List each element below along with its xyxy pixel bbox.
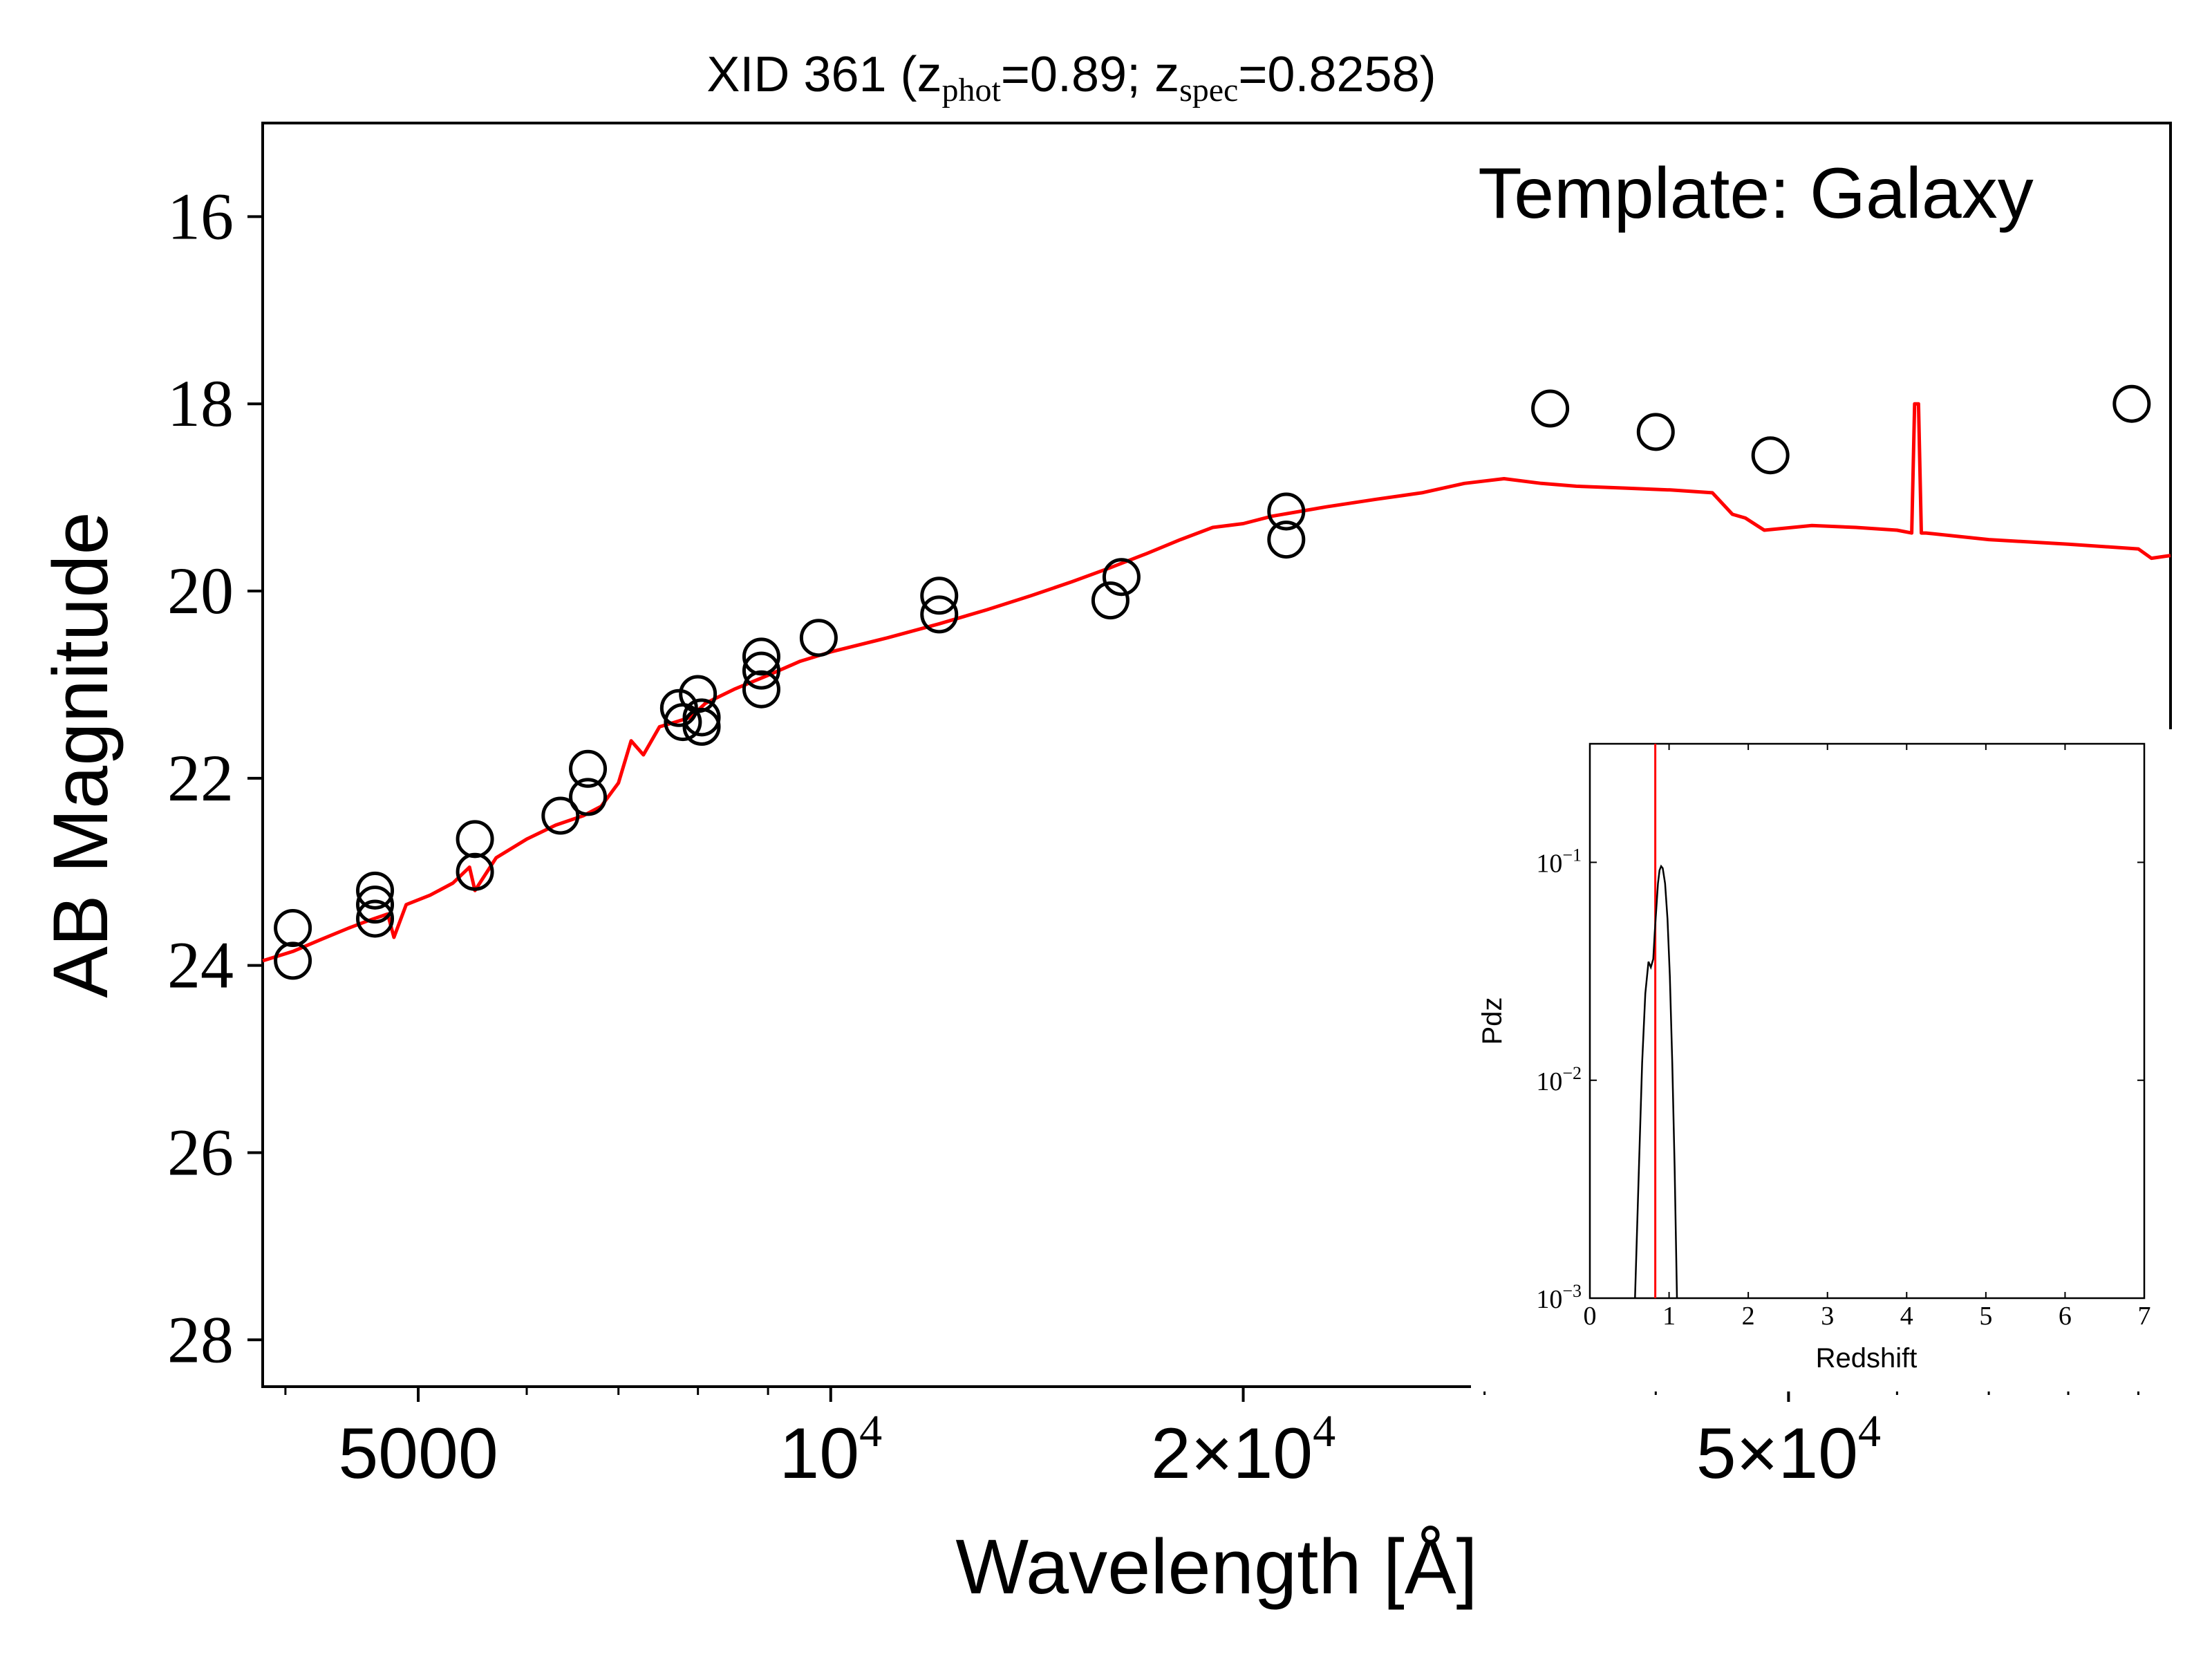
inset-y-tick-label: 10−1: [1536, 845, 1582, 879]
x-tick-label: 104: [779, 1406, 882, 1494]
photometry-point: [456, 820, 494, 859]
inset-x-tick-label: 2: [1742, 1302, 1755, 1331]
photometry-point: [682, 707, 721, 746]
photometry-point: [1091, 581, 1130, 620]
inset-x-tick-label: 1: [1662, 1302, 1676, 1331]
inset-y-axis-label: Pdz: [1477, 997, 1508, 1045]
photometry-point: [569, 749, 608, 788]
photometry-point: [456, 852, 494, 891]
photometry-point: [1267, 492, 1306, 531]
x-tick-label: 2×104: [1151, 1406, 1335, 1494]
photometry-point: [1267, 521, 1306, 559]
photometry-point: [356, 871, 395, 910]
y-tick-label: 24: [167, 928, 234, 1002]
photometry-point: [920, 595, 959, 634]
photometry-point: [1102, 558, 1141, 597]
inset-x-tick-label: 4: [1900, 1302, 1913, 1331]
inset-y-tick-label: 10−3: [1536, 1281, 1582, 1314]
inset-x-axis-label: Redshift: [1816, 1343, 1918, 1374]
title-sub-spec: spec: [1179, 72, 1238, 109]
photometry-point: [799, 619, 838, 657]
title-mid: =0.89; z: [1001, 47, 1179, 102]
title-prefix: XID 361 (z: [706, 47, 941, 102]
main-series: [262, 384, 2171, 980]
title-suffix: =0.8258): [1238, 47, 1436, 102]
inset-x-tick-label: 0: [1584, 1302, 1597, 1331]
inset-x-tick-label: 5: [1979, 1302, 1992, 1331]
y-tick-label: 26: [167, 1115, 234, 1189]
photometry-point: [356, 899, 395, 938]
inset-series: [1634, 744, 1678, 1299]
photometry-point: [1531, 389, 1570, 428]
photometry-point: [274, 909, 312, 948]
inset-x-tick-label: 3: [1821, 1302, 1834, 1331]
photometry-point: [742, 670, 780, 709]
photometry-point: [356, 885, 395, 924]
inset-frame: [1588, 742, 2146, 1300]
y-tick-label: 28: [167, 1302, 234, 1376]
inset-ticks: 0 1 2 3 4 5 6 7 10−1 10−2 10−3: [1536, 744, 2151, 1331]
photometry-point: [569, 778, 608, 816]
y-tick-label: 22: [167, 741, 234, 815]
inset-x-tick-label: 7: [2138, 1302, 2151, 1331]
photometry-point: [1751, 436, 1790, 475]
template-spectrum-line: [262, 402, 2171, 963]
photometry-point: [920, 577, 959, 615]
photometry-point: [541, 796, 580, 835]
y-tick-label: 16: [167, 179, 234, 253]
photometry-point: [682, 698, 721, 737]
x-axis-label: Wavelength [Å]: [955, 1524, 1477, 1610]
y-tick-label: 18: [167, 366, 234, 440]
template-annotation: Template: Galaxy: [1478, 153, 2033, 234]
photometry-point: [659, 688, 698, 727]
title-sub-phot: phot: [942, 72, 1002, 109]
inset-background: [1471, 729, 2190, 1391]
inset-x-tick-label: 6: [2059, 1302, 2072, 1331]
photometry-point: [742, 651, 780, 690]
inset-pdz-curve: [1634, 864, 1678, 1299]
y-tick-label: 20: [167, 554, 234, 628]
photometry-point: [274, 941, 312, 980]
x-tick-label: 5000: [338, 1414, 498, 1494]
inset-pdz-plot: 0 1 2 3 4 5 6 7 10−1 10−2 10−3 Pdz Redshift: [1471, 729, 2190, 1391]
inset-y-tick-label: 10−2: [1536, 1063, 1582, 1096]
photometry-point: [742, 637, 780, 676]
photometry-point: [1636, 413, 1675, 451]
photometry-point: [2112, 384, 2151, 423]
x-tick-label: 5×104: [1696, 1406, 1881, 1494]
y-axis-label: AB Magnitude: [37, 512, 124, 998]
chart-title: XID 361 (zphot=0.89; zspec=0.8258): [706, 47, 1436, 109]
